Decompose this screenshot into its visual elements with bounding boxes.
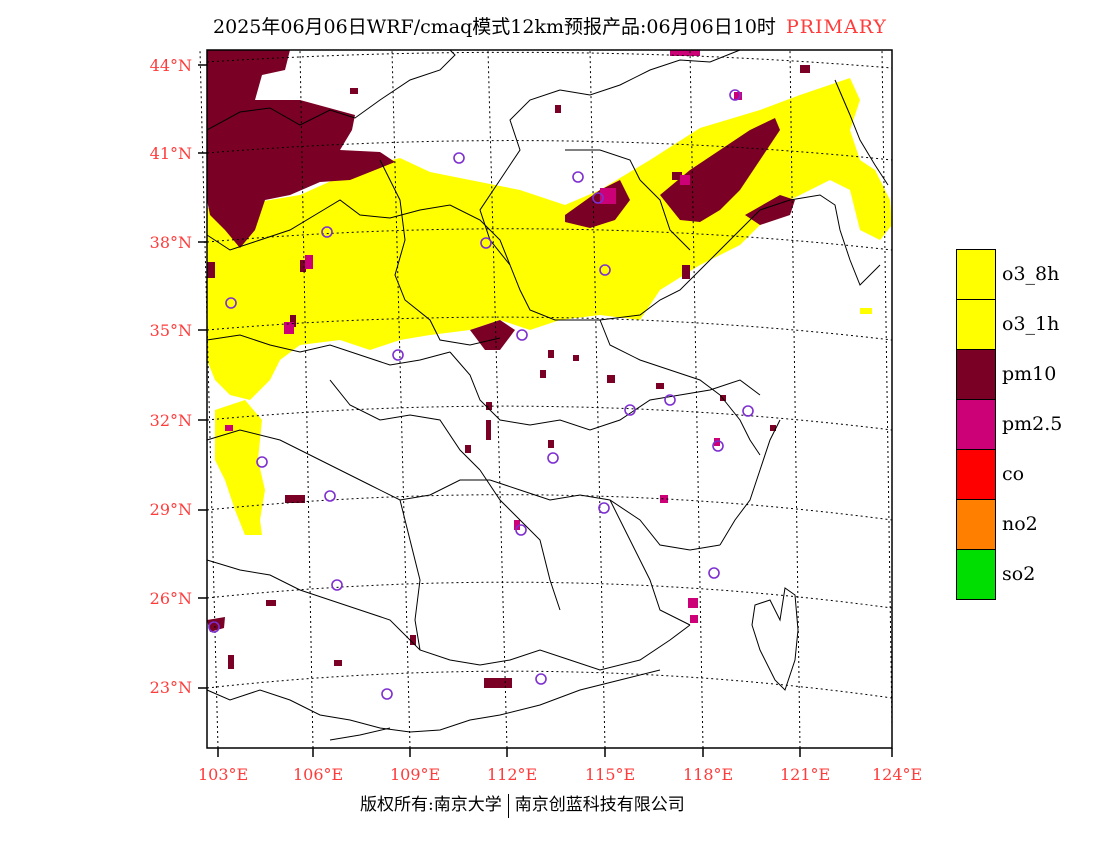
- lat-label-35: 35°N: [149, 321, 192, 340]
- legend-swatch-o3-1h: [956, 299, 996, 350]
- lat-label-26: 26°N: [149, 589, 192, 608]
- legend-label-o3-1h: o3_1h: [1002, 313, 1060, 335]
- lon-label-109: 109°E: [390, 765, 441, 784]
- lon-label-106: 106°E: [293, 765, 344, 784]
- legend-swatch-so2: [956, 549, 996, 600]
- title-text: 2025年06月06日WRF/cmaq模式12km预报产品:06月06日10时: [213, 16, 776, 38]
- legend-label-co: co: [1002, 463, 1025, 485]
- legend-label-o3-8h: o3_8h: [1002, 263, 1060, 285]
- legend-swatch-no2: [956, 499, 996, 550]
- lon-label-103: 103°E: [198, 765, 249, 784]
- lat-label-44: 44°N: [149, 56, 192, 75]
- map-title: 2025年06月06日WRF/cmaq模式12km预报产品:06月06日10时 P…: [0, 12, 1100, 39]
- copyright-owner: 版权所有:南京大学: [360, 795, 502, 815]
- lat-label-32: 32°N: [149, 411, 192, 430]
- lat-label-23: 23°N: [149, 678, 192, 697]
- legend-swatch-pm25: [956, 399, 996, 450]
- lon-label-121: 121°E: [780, 765, 831, 784]
- lon-label-112: 112°E: [487, 765, 538, 784]
- copyright-company: 南京创蓝科技有限公司: [514, 795, 685, 815]
- lat-label-41: 41°N: [149, 144, 192, 163]
- legend-swatch-co: [956, 449, 996, 500]
- station-markers: [208, 89, 754, 700]
- lon-label-115: 115°E: [585, 765, 636, 784]
- lat-label-29: 29°N: [149, 500, 192, 519]
- lon-label-124: 124°E: [872, 765, 923, 784]
- legend-label-no2: no2: [1002, 513, 1038, 535]
- pm25-region: [225, 50, 742, 623]
- legend-label-pm10: pm10: [1002, 363, 1057, 385]
- legend-swatch-pm10: [956, 349, 996, 400]
- legend-swatch-o3-8h: [956, 249, 996, 300]
- copyright-footer: 版权所有:南京大学 南京创蓝科技有限公司: [360, 790, 685, 818]
- primary-tag: PRIMARY: [785, 16, 887, 38]
- legend-label-pm25: pm2.5: [1002, 413, 1063, 435]
- lat-label-38: 38°N: [149, 233, 192, 252]
- map-frame: [198, 49, 893, 757]
- lon-label-118: 118°E: [683, 765, 734, 784]
- legend-label-so2: so2: [1002, 563, 1036, 585]
- pm10-region: [207, 50, 810, 688]
- footer-divider: [507, 793, 509, 818]
